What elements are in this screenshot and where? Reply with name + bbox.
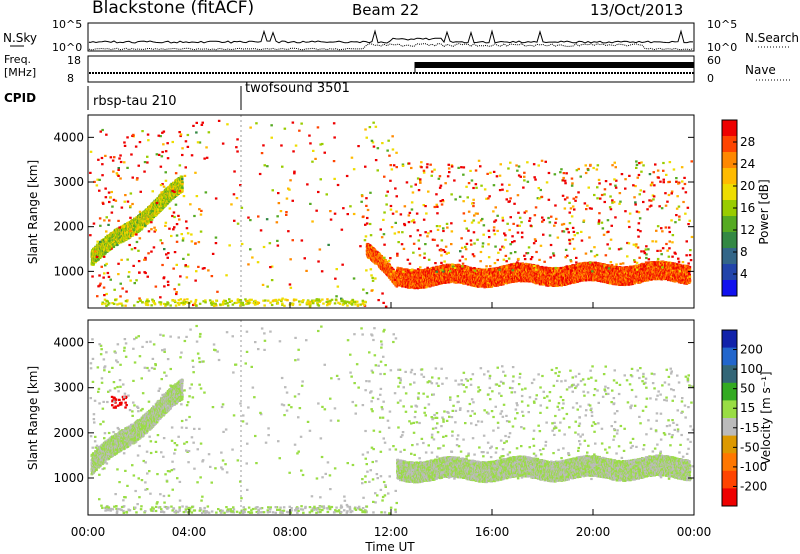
scatter-cell: [169, 199, 173, 202]
scatter-cell: [370, 248, 373, 251]
scatter-cell: [97, 257, 100, 260]
scatter-cell: [379, 261, 382, 264]
scatter-cell: [141, 225, 144, 229]
scatter-cell: [124, 223, 127, 226]
scatter-cell: [129, 236, 132, 239]
scatter-cell: [100, 255, 104, 258]
scatter-cell: [166, 202, 169, 205]
nave-label: Nave: [745, 63, 776, 77]
cpid-mode-1: rbsp-tau 210: [93, 94, 177, 109]
scatter-cell: [125, 238, 128, 241]
scatter-cell: [394, 271, 398, 274]
cpid-panel: CPID rbsp-tau 210 twofsound 3501: [4, 81, 350, 110]
scatter-cell: [133, 233, 136, 236]
freq-unit-label: [MHz]: [4, 66, 36, 79]
scatter-cell: [168, 200, 171, 203]
scatter-cell: [399, 273, 402, 276]
scatter-cell: [404, 284, 407, 287]
scatter-cell: [181, 181, 184, 184]
cpid-mode-2: twofsound 3501: [245, 81, 350, 96]
scatter-cell: [178, 181, 181, 184]
scatter-cell: [98, 254, 101, 257]
scatter-cell: [405, 272, 409, 275]
noise-search-trace: [88, 42, 694, 51]
scatter-cell: [382, 258, 386, 261]
scatter-cell: [380, 255, 383, 258]
scatter-cell: [104, 252, 107, 255]
scatter-cell: [150, 218, 154, 221]
freq-tick-bottom: 8: [67, 72, 74, 85]
cpid-label: CPID: [4, 91, 36, 105]
date-title: 13/Oct/2013: [590, 1, 683, 19]
scatter-cell: [131, 234, 135, 237]
scatter-cell: [397, 273, 401, 276]
freq-tick-top: 18: [67, 54, 81, 67]
scatter-cell: [115, 242, 119, 245]
scatter-cell: [116, 243, 119, 246]
scatter-cell: [381, 256, 385, 260]
scatter-cell: [408, 285, 412, 288]
scatter-cell: [104, 250, 107, 254]
scatter-cell: [392, 268, 395, 271]
scatter-cell: [181, 186, 184, 190]
scatter-cell: [415, 269, 419, 272]
noise-sky-trace: [88, 29, 694, 44]
scatter-cell: [165, 192, 168, 195]
noise-right-tick-bottom: 10^0: [707, 41, 737, 54]
scatter-cell: [395, 285, 399, 288]
nave-tick-bottom: 0: [707, 72, 714, 85]
scatter-cell: [408, 286, 412, 289]
scatter-cell: [151, 205, 154, 208]
scatter-cell: [108, 248, 112, 251]
scatter-cell: [181, 178, 184, 181]
beam-title: Beam 22: [352, 1, 419, 19]
scatter-cell: [400, 267, 403, 270]
scatter-cell: [181, 182, 184, 186]
scatter-cell: [415, 273, 418, 276]
scatter-cell: [92, 263, 95, 266]
noise-panel: N.Sky 10^5 10^0 10^5 10^0 N.Search: [3, 18, 799, 54]
scatter-cell: [116, 233, 120, 236]
scatter-cell: [388, 263, 391, 267]
scatter-cell: [158, 205, 162, 208]
scatter-cell: [416, 287, 419, 290]
nave-tick-top: 60: [707, 54, 721, 67]
scatter-cell: [90, 262, 94, 265]
scatter-cell: [388, 267, 392, 270]
nave-trace: [415, 62, 694, 68]
noise-left-tick-bottom: 10^0: [52, 41, 82, 54]
scatter-cell: [181, 190, 184, 193]
scatter-cell: [413, 269, 416, 272]
scatter-cell: [138, 229, 141, 232]
radar-title: Blackstone (fitACF): [92, 0, 254, 18]
scatter-cell: [163, 194, 167, 198]
power-scatter-cells: [89, 119, 694, 308]
scatter-cell: [401, 285, 404, 288]
scatter-cell: [413, 271, 416, 274]
freq-panel: Freq. [MHz] 18 8 60 0 Nave: [4, 53, 790, 85]
noise-right-label: N.Search: [745, 31, 799, 45]
scatter-cell: [126, 222, 129, 225]
scatter-cell: [98, 256, 102, 259]
scatter-cell: [175, 190, 178, 193]
scatter-cell: [102, 246, 106, 250]
scatter-cell: [94, 260, 97, 264]
noise-left-label: N.Sky: [3, 31, 37, 45]
freq-label: Freq.: [4, 53, 31, 66]
scatter-cell: [407, 284, 410, 288]
scatter-cell: [180, 175, 184, 178]
scatter-cell: [113, 240, 116, 243]
scatter-cell: [133, 229, 136, 232]
noise-left-tick-top: 10^5: [52, 18, 82, 31]
scatter-cell: [407, 269, 410, 272]
noise-right-tick-top: 10^5: [707, 18, 737, 31]
scatter-cell: [144, 218, 147, 221]
scatter-cell: [181, 184, 184, 187]
scatter-cell: [112, 245, 116, 248]
scatter-cell: [379, 254, 382, 257]
